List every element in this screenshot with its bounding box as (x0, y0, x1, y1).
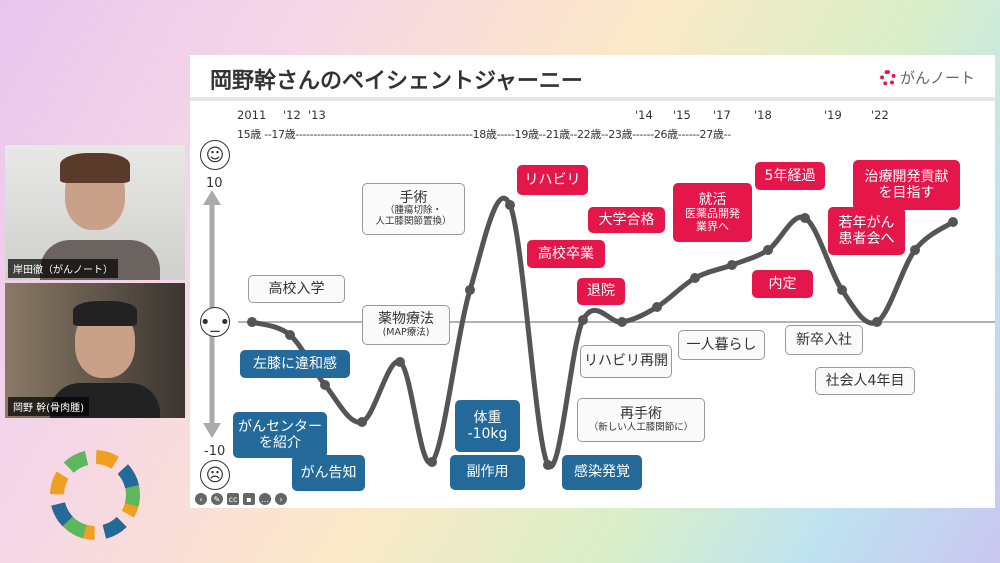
event-label: がんセンター を紹介 (233, 412, 327, 458)
event-label: 就活 医薬品開発 業界へ (673, 183, 752, 242)
event-label: 体重 -10kg (455, 400, 520, 452)
journey-curve (249, 195, 956, 470)
event-label: 高校卒業 (527, 240, 605, 268)
event-label: 新卒入社 (785, 325, 863, 355)
video-tile-host[interactable]: 岸田徹（がんノート） (5, 145, 185, 280)
next-slide-button[interactable]: › (275, 493, 287, 505)
curve-point (578, 315, 588, 325)
camera-off-button[interactable]: ▪ (243, 493, 255, 505)
event-label: 一人暮らし (678, 330, 765, 360)
event-label: 薬物療法 (MAP療法) (362, 305, 450, 345)
year: '14 (635, 108, 653, 122)
event-label: 社会人4年目 (815, 367, 915, 395)
curve-point (617, 317, 627, 327)
curve-point (948, 217, 958, 227)
event-label: 感染発覚 (562, 455, 642, 490)
curve-point (690, 273, 700, 283)
gannote-logo-icon (50, 450, 140, 540)
captions-button[interactable]: cc (227, 493, 239, 505)
curve-point (543, 460, 553, 470)
curve-point (727, 260, 737, 270)
year: '15 (673, 108, 691, 122)
age-line: 15歳 --17歳-------------------------------… (237, 128, 731, 141)
video-tile-guest[interactable]: 岡野 幹(骨肉腫) (5, 283, 185, 418)
curve-point (872, 317, 882, 327)
curve-point (285, 330, 295, 340)
event-label: 高校入学 (248, 275, 345, 303)
event-label: 内定 (752, 270, 813, 298)
event-label: 退院 (577, 278, 625, 305)
year: '22 (871, 108, 889, 122)
year: '19 (824, 108, 842, 122)
year: '18 (754, 108, 772, 122)
curve-point (763, 245, 773, 255)
year: '12 (283, 108, 301, 122)
year: '13 (308, 108, 326, 122)
slide-title: 岡野幹さんのペイシェントジャーニー (210, 69, 583, 94)
crying-face-icon: ☹ (200, 460, 230, 490)
event-label: 左膝に違和感 (240, 350, 350, 378)
event-label: がん告知 (292, 455, 365, 491)
curve-point (465, 285, 475, 295)
event-label: 治療開発貢献 を目指す (853, 160, 960, 210)
participant-name: 岸田徹（がんノート） (8, 259, 118, 278)
divider (190, 97, 995, 101)
curve-point (505, 200, 515, 210)
brand: がんノート (879, 67, 975, 88)
curve-point (395, 357, 405, 367)
event-label: 若年がん 患者会へ (828, 207, 905, 255)
curve-point (800, 213, 810, 223)
happy-face-icon: ☺ (200, 140, 230, 170)
brand-name: がんノート (899, 69, 975, 87)
event-label: 再手術 （新しい人工膝関節に） (577, 398, 705, 442)
neutral-face-icon: •_• (200, 307, 230, 337)
gannote-small-logo-icon (879, 69, 896, 86)
curve-point (427, 457, 437, 467)
event-label: リハビリ再開 (580, 345, 672, 378)
participant-name: 岡野 幹(骨肉腫) (8, 397, 89, 416)
event-label: 5年経過 (755, 162, 825, 190)
year: '17 (713, 108, 731, 122)
event-label: 手術 （腫瘍切除・ 人工膝関節置換） (362, 183, 465, 235)
more-options-button[interactable]: … (259, 493, 271, 505)
curve-point (910, 245, 920, 255)
event-label: リハビリ (517, 165, 588, 195)
year: 2011 (237, 108, 267, 122)
curve-point (837, 285, 847, 295)
prev-slide-button[interactable]: ‹ (195, 493, 207, 505)
event-label: 大学合格 (588, 207, 665, 233)
y-min-label: -10 (204, 444, 226, 459)
curve-point (357, 417, 367, 427)
event-label: 副作用 (450, 455, 525, 490)
curve-point (320, 380, 330, 390)
curve-point (247, 317, 257, 327)
y-max-label: 10 (206, 176, 223, 191)
arrow-down-icon (203, 423, 221, 438)
arrow-up-icon (203, 190, 221, 205)
pen-tool-button[interactable]: ✎ (211, 493, 223, 505)
curve-point (652, 302, 662, 312)
